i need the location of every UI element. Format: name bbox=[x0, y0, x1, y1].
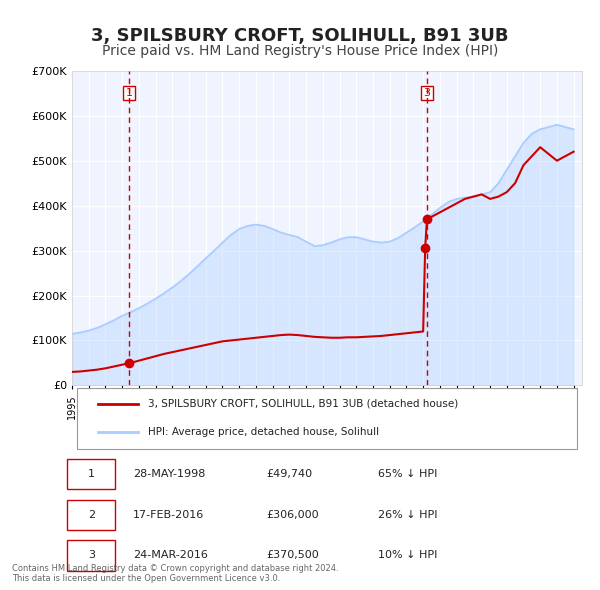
Text: 3: 3 bbox=[88, 550, 95, 560]
Text: 28-MAY-1998: 28-MAY-1998 bbox=[133, 469, 206, 479]
Text: 3, SPILSBURY CROFT, SOLIHULL, B91 3UB: 3, SPILSBURY CROFT, SOLIHULL, B91 3UB bbox=[91, 27, 509, 45]
Text: 24-MAR-2016: 24-MAR-2016 bbox=[133, 550, 208, 560]
Text: 1: 1 bbox=[88, 469, 95, 479]
Text: 3: 3 bbox=[424, 88, 430, 98]
FancyBboxPatch shape bbox=[77, 388, 577, 449]
Text: 26% ↓ HPI: 26% ↓ HPI bbox=[378, 510, 437, 520]
Text: 65% ↓ HPI: 65% ↓ HPI bbox=[378, 469, 437, 479]
Text: £370,500: £370,500 bbox=[266, 550, 319, 560]
Text: £49,740: £49,740 bbox=[266, 469, 312, 479]
Text: 10% ↓ HPI: 10% ↓ HPI bbox=[378, 550, 437, 560]
FancyBboxPatch shape bbox=[67, 540, 115, 571]
Text: 1: 1 bbox=[125, 88, 133, 98]
Text: £306,000: £306,000 bbox=[266, 510, 319, 520]
Text: Price paid vs. HM Land Registry's House Price Index (HPI): Price paid vs. HM Land Registry's House … bbox=[102, 44, 498, 58]
FancyBboxPatch shape bbox=[67, 500, 115, 530]
Text: 3, SPILSBURY CROFT, SOLIHULL, B91 3UB (detached house): 3, SPILSBURY CROFT, SOLIHULL, B91 3UB (d… bbox=[149, 399, 459, 409]
FancyBboxPatch shape bbox=[67, 459, 115, 490]
Text: HPI: Average price, detached house, Solihull: HPI: Average price, detached house, Soli… bbox=[149, 427, 380, 437]
Text: 2: 2 bbox=[88, 510, 95, 520]
Text: Contains HM Land Registry data © Crown copyright and database right 2024.
This d: Contains HM Land Registry data © Crown c… bbox=[12, 563, 338, 583]
Text: 17-FEB-2016: 17-FEB-2016 bbox=[133, 510, 205, 520]
